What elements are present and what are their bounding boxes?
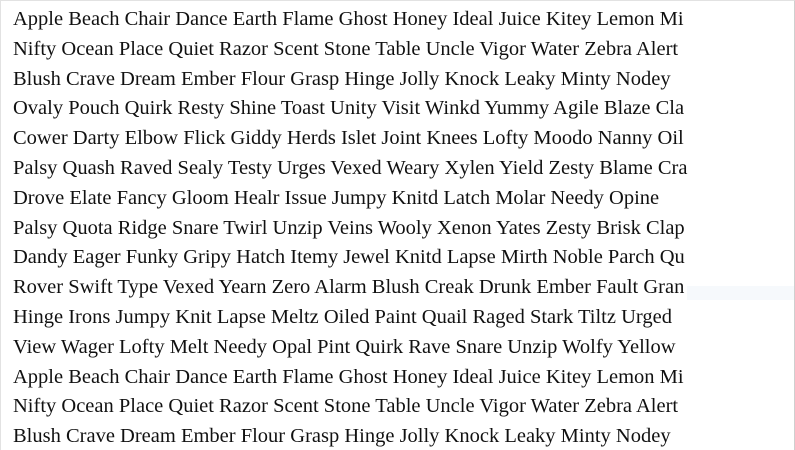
- text-line: Nifty Ocean Place Quiet Razor Scent Ston…: [13, 395, 679, 418]
- text-line: Palsy Quash Raved Sealy Testy Urges Vexe…: [13, 156, 688, 179]
- text-line: Blush Crave Dream Ember Flour Grasp Hing…: [13, 425, 671, 448]
- text-line: Rover Swift Type Vexed Yearn Zero Alarm …: [13, 276, 685, 299]
- text-line: Cower Darty Elbow Flick Giddy Herds Isle…: [13, 127, 684, 150]
- text-line: Blush Crave Dream Ember Flour Grasp Hing…: [13, 67, 671, 90]
- selection-highlight: [687, 286, 794, 300]
- text-line: Drove Elate Fancy Gloom Healr Issue Jump…: [13, 186, 660, 209]
- text-line: View Wager Lofty Melt Needy Opal Pint Qu…: [13, 335, 676, 358]
- text-line: Ovaly Pouch Quirk Resty Shine Toast Unit…: [13, 97, 685, 120]
- text-line: Hinge Irons Jumpy Knit Lapse Meltz Oiled…: [13, 305, 672, 328]
- word-list-text[interactable]: Apple Beach Chair Dance Earth Flame Ghos…: [13, 5, 794, 450]
- text-line: Nifty Ocean Place Quiet Razor Scent Ston…: [13, 37, 679, 60]
- text-line: Apple Beach Chair Dance Earth Flame Ghos…: [13, 8, 684, 30]
- text-line: Apple Beach Chair Dance Earth Flame Ghos…: [13, 365, 684, 388]
- text-line: Dandy Eager Funky Gripy Hatch Itemy Jewe…: [13, 246, 685, 269]
- text-line: Palsy Quota Ridge Snare Twirl Unzip Vein…: [13, 216, 685, 239]
